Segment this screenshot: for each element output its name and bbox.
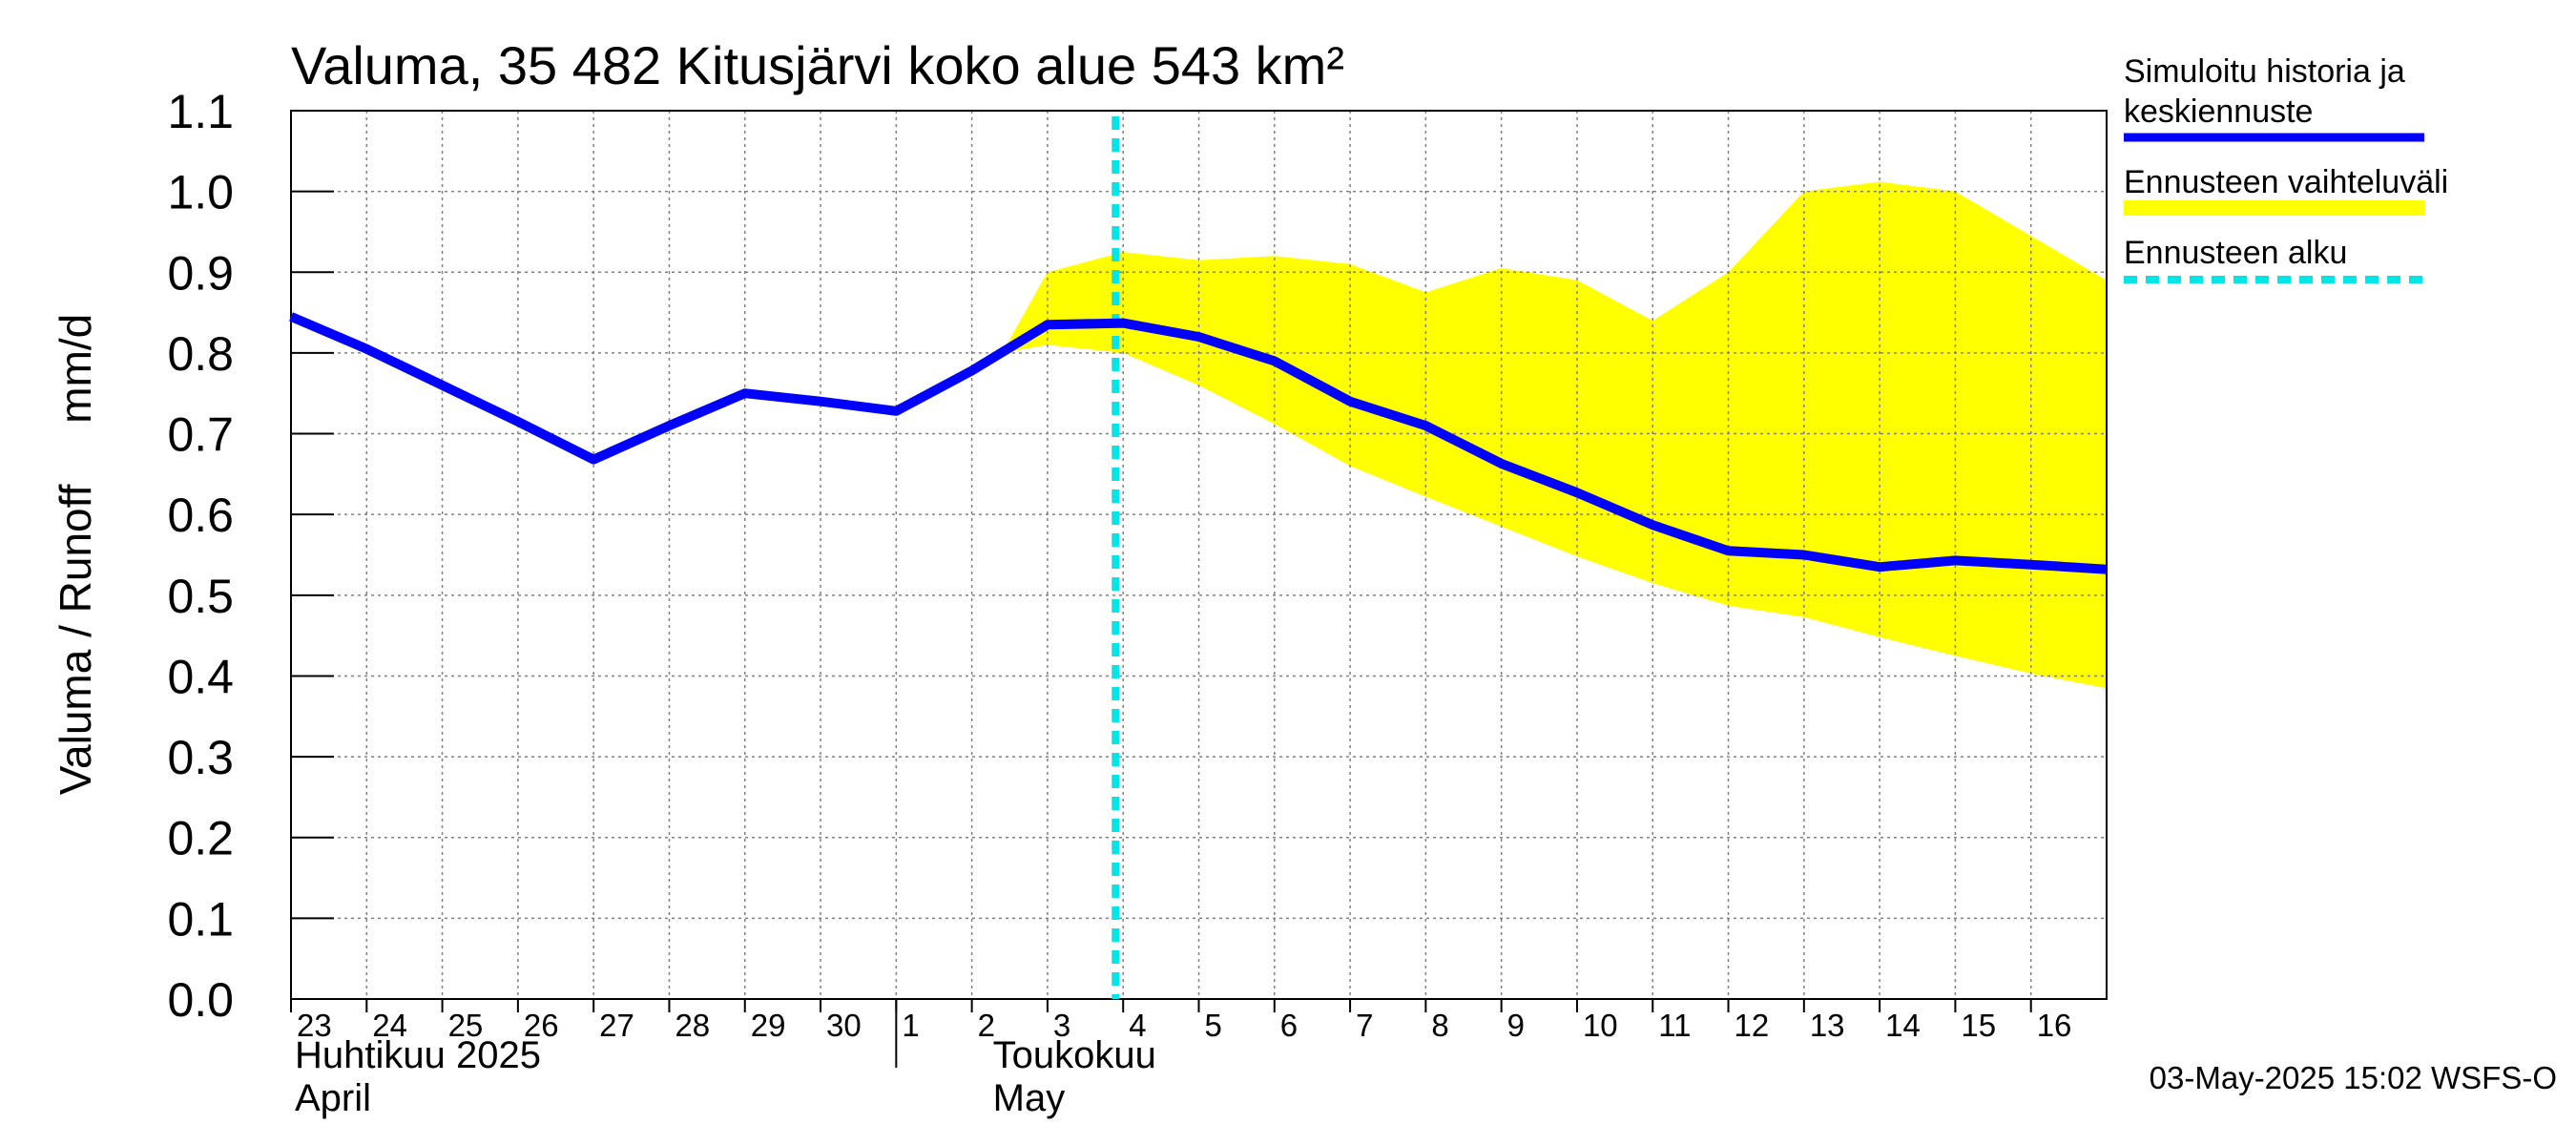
chart-title: Valuma, 35 482 Kitusjärvi koko alue 543 … xyxy=(291,35,1344,95)
x-tick-label: 4 xyxy=(1129,1008,1146,1043)
series-line-simulated xyxy=(289,312,2108,574)
timestamp: 03-May-2025 15:02 WSFS-O xyxy=(2150,1060,2557,1095)
x-tick-label: 24 xyxy=(372,1008,407,1043)
x-tick-label: 1 xyxy=(902,1008,919,1043)
month-label-english: May xyxy=(993,1077,1066,1119)
x-tick-label: 3 xyxy=(1053,1008,1070,1043)
month-label: Toukokuu xyxy=(993,1034,1156,1076)
x-tick-label: 28 xyxy=(675,1008,710,1043)
legend-label: keskiennuste xyxy=(2124,94,2313,130)
y-tick-label: 1.0 xyxy=(167,166,234,219)
y-tick-label: 1.1 xyxy=(167,85,234,138)
y-axis-label: Valuma / Runoff mm/d xyxy=(51,314,100,796)
x-tick-label: 14 xyxy=(1885,1008,1921,1043)
month-label: Huhtikuu 2025 xyxy=(295,1034,541,1076)
plot-area: 0.00.10.20.30.40.50.60.70.80.91.01.123 24… xyxy=(51,85,2108,1119)
y-tick-label: 0.1 xyxy=(167,892,234,946)
x-tick-label: 30 xyxy=(826,1008,862,1043)
x-tick-label: 13 xyxy=(1810,1008,1845,1043)
legend: Simuloitu historia ja keskiennuste Ennuste… xyxy=(2124,53,2448,283)
x-tick-label: 2 xyxy=(978,1008,995,1043)
y-tick-label: 0.7 xyxy=(167,408,234,462)
y-tick-label: 0.4 xyxy=(167,650,234,703)
y-tick-label: 0.0 xyxy=(167,973,234,1027)
y-tick-label: 0.2 xyxy=(167,812,234,865)
x-tick-label: 16 xyxy=(2037,1008,2072,1043)
x-tick-label: 5 xyxy=(1205,1008,1222,1043)
legend-label: Simuloitu historia ja xyxy=(2124,53,2405,90)
x-tick-label: 15 xyxy=(1961,1008,1996,1043)
month-label-english: April xyxy=(295,1077,371,1119)
x-tick-label: 12 xyxy=(1735,1008,1770,1043)
y-tick-label: 0.6 xyxy=(167,489,234,542)
x-tick-label: 29 xyxy=(751,1008,786,1043)
x-tick-label: 23 xyxy=(297,1008,332,1043)
x-tick-label: 9 xyxy=(1507,1008,1525,1043)
x-tick-label: 8 xyxy=(1431,1008,1448,1043)
x-tick-label: 6 xyxy=(1280,1008,1298,1043)
y-tick-label: 0.3 xyxy=(167,731,234,784)
x-tick-label: 7 xyxy=(1356,1008,1373,1043)
x-tick-label: 26 xyxy=(524,1008,559,1043)
x-tick-label: 25 xyxy=(448,1008,484,1043)
x-tick-label: 27 xyxy=(599,1008,634,1043)
x-tick-label: 11 xyxy=(1658,1008,1691,1043)
y-tick-label: 0.8 xyxy=(167,327,234,381)
x-tick-label: 10 xyxy=(1583,1008,1618,1043)
legend-label: Ennusteen alku xyxy=(2124,235,2347,271)
y-tick-label: 0.5 xyxy=(167,570,234,623)
y-tick-label: 0.9 xyxy=(167,246,234,300)
legend-label: Ennusteen vaihteluväli xyxy=(2124,164,2448,200)
